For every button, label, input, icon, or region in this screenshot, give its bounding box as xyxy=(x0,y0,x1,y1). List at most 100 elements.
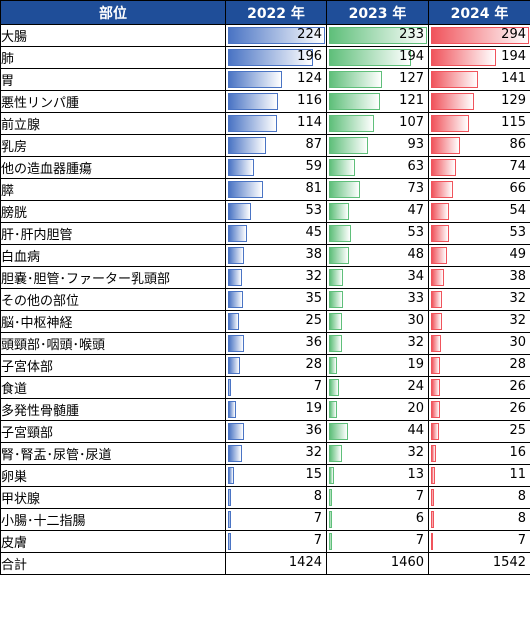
data-bar-2023 xyxy=(329,159,355,176)
value-cell-2023: 121 xyxy=(326,90,429,113)
value-cell-2022: 36 xyxy=(225,420,327,443)
value-cell-2022: 32 xyxy=(225,442,327,465)
value-cell-2022: 38 xyxy=(225,244,327,267)
table-row: 脳･中枢神経 25 30 32 xyxy=(0,310,530,333)
data-bar-2023 xyxy=(329,181,360,198)
value-cell-2023: 53 xyxy=(326,222,429,245)
value-cell-2024: 26 xyxy=(428,376,530,399)
total-2024: 1542 xyxy=(492,555,526,570)
value-cell-2024: 28 xyxy=(428,354,530,377)
header-2024: 2024 年 xyxy=(428,0,530,25)
data-bar-2023 xyxy=(329,49,411,66)
value-cell-2024: 7 xyxy=(428,530,530,553)
value-cell-2022: 59 xyxy=(225,156,327,179)
site-label: 膵 xyxy=(0,178,226,201)
value-2023: 30 xyxy=(407,313,424,328)
value-2022: 124 xyxy=(297,71,322,86)
value-2023: 127 xyxy=(399,71,424,86)
data-bar-2023 xyxy=(329,115,374,132)
data-bar-2023 xyxy=(329,291,343,308)
table-row: 腎･腎盂･尿管･尿道 32 32 16 xyxy=(0,442,530,465)
data-bar-2022 xyxy=(228,489,231,506)
value-cell-2022: 15 xyxy=(225,464,327,487)
site-label: 脳･中枢神経 xyxy=(0,310,226,333)
value-2023: 7 xyxy=(415,489,424,504)
value-cell-2022: 25 xyxy=(225,310,327,333)
value-cell-2022: 7 xyxy=(225,508,327,531)
value-2022: 36 xyxy=(305,335,322,350)
value-cell-2024: 294 xyxy=(428,24,530,47)
table-row: 胆嚢･胆管･ファーター乳頭部 32 34 38 xyxy=(0,266,530,289)
data-bar-2024 xyxy=(431,291,442,308)
site-label: 子宮頸部 xyxy=(0,420,226,443)
value-cell-2024: 194 xyxy=(428,46,530,69)
data-bar-2023 xyxy=(329,137,368,154)
value-cell-2023: 44 xyxy=(326,420,429,443)
value-2022: 45 xyxy=(305,225,322,240)
value-cell-2022: 116 xyxy=(225,90,327,113)
value-cell-2024: 38 xyxy=(428,266,530,289)
value-cell-2023: 63 xyxy=(326,156,429,179)
site-label: 多発性骨髄腫 xyxy=(0,398,226,421)
data-bar-2022 xyxy=(228,247,244,264)
value-2024: 16 xyxy=(509,445,526,460)
value-cell-2022: 87 xyxy=(225,134,327,157)
data-bar-2022 xyxy=(228,291,243,308)
value-2024: 26 xyxy=(509,401,526,416)
value-2023: 44 xyxy=(407,423,424,438)
value-cell-2024: 115 xyxy=(428,112,530,135)
value-2023: 48 xyxy=(407,247,424,262)
site-label: 乳房 xyxy=(0,134,226,157)
value-2022: 87 xyxy=(305,137,322,152)
data-bar-2022 xyxy=(228,159,254,176)
value-2023: 20 xyxy=(407,401,424,416)
value-cell-2022: 7 xyxy=(225,530,327,553)
value-2024: 38 xyxy=(509,269,526,284)
data-bar-2024 xyxy=(431,423,439,440)
value-cell-2024: 32 xyxy=(428,288,530,311)
site-label: 前立腺 xyxy=(0,112,226,135)
value-cell-2023: 33 xyxy=(326,288,429,311)
value-cell-2023: 19 xyxy=(326,354,429,377)
data-bar-2024 xyxy=(431,247,447,264)
value-cell-2023: 13 xyxy=(326,464,429,487)
value-2023: 33 xyxy=(407,291,424,306)
value-2022: 32 xyxy=(305,445,322,460)
value-2022: 7 xyxy=(313,511,322,526)
value-cell-2024: 141 xyxy=(428,68,530,91)
value-cell-2024: 53 xyxy=(428,222,530,245)
header-2023: 2023 年 xyxy=(326,0,429,25)
site-label: 肝･肝内胆管 xyxy=(0,222,226,245)
site-label: 大腸 xyxy=(0,24,226,47)
value-2022: 7 xyxy=(313,379,322,394)
value-cell-2024: 66 xyxy=(428,178,530,201)
value-2023: 107 xyxy=(399,115,424,130)
data-bar-2022 xyxy=(228,181,263,198)
header-2022: 2022 年 xyxy=(225,0,327,25)
data-bar-2022 xyxy=(228,49,313,66)
data-bar-2022 xyxy=(228,115,277,132)
data-bar-2022 xyxy=(228,313,239,330)
data-bar-2023 xyxy=(329,379,339,396)
value-2024: 54 xyxy=(509,203,526,218)
data-bar-2024 xyxy=(431,269,444,286)
value-cell-2022: 224 xyxy=(225,24,327,47)
data-bar-2023 xyxy=(329,511,332,528)
total-label: 合計 xyxy=(0,552,226,575)
value-cell-2022: 45 xyxy=(225,222,327,245)
data-bar-2022 xyxy=(228,269,242,286)
value-cell-2023: 47 xyxy=(326,200,429,223)
value-2024: 129 xyxy=(501,93,526,108)
site-label: 食道 xyxy=(0,376,226,399)
value-2022: 32 xyxy=(305,269,322,284)
site-label: 膀胱 xyxy=(0,200,226,223)
value-cell-2024: 16 xyxy=(428,442,530,465)
value-cell-2022: 7 xyxy=(225,376,327,399)
value-2024: 32 xyxy=(509,291,526,306)
site-label: 甲状腺 xyxy=(0,486,226,509)
value-cell-2022: 114 xyxy=(225,112,327,135)
table-row: 膀胱 53 47 54 xyxy=(0,200,530,223)
value-2023: 53 xyxy=(407,225,424,240)
value-cell-2024: 25 xyxy=(428,420,530,443)
site-label: 他の造血器腫瘍 xyxy=(0,156,226,179)
